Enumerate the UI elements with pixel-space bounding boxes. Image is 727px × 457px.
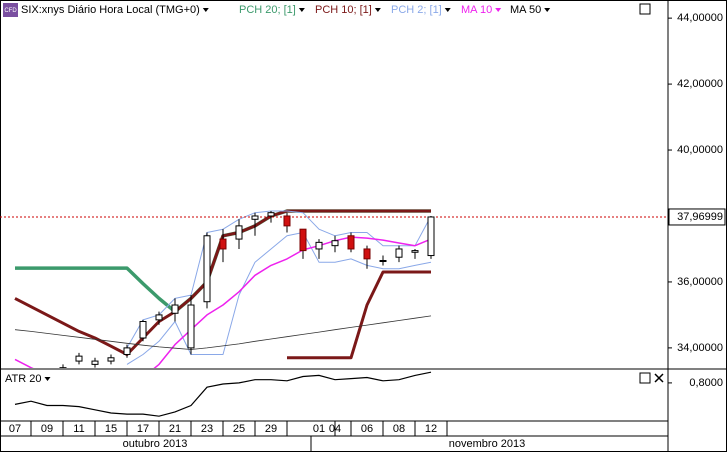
candle-body [299,228,307,252]
indicator-line [126,210,432,349]
x-tick-label: 29 [265,423,277,435]
dropdown-arrow[interactable] [298,8,305,12]
x-tick-label: 21 [169,423,181,435]
candle-body [59,367,67,368]
month-label: novembro 2013 [449,438,525,450]
dropdown-arrow[interactable] [444,8,451,12]
candle-body [107,357,115,362]
dropdown-arrow[interactable] [202,8,209,12]
candle-body [411,250,419,253]
candle-body [283,215,291,227]
close-icon[interactable] [654,373,664,383]
dropdown-arrow[interactable] [495,8,502,12]
maximize-icon[interactable] [639,3,651,15]
legend-entry[interactable]: PCH 20; [1] [239,4,296,16]
candle-body [363,248,371,260]
chart-title[interactable]: SIX:xnys Diário Hora Local (TMG+0) [21,4,200,16]
candle-body [331,240,339,247]
legend-entry[interactable]: PCH 2; [1] [391,4,442,16]
x-tick-label: 06 [361,423,373,435]
x-tick-label: 04 [329,423,341,435]
candle-body [267,212,275,217]
candle-body [203,235,211,303]
y-tick-label: 36,00000 [677,276,723,288]
dropdown-arrow[interactable] [44,377,51,381]
badge-text: CFD [4,8,17,14]
y-tick-label: 40,00000 [677,144,723,156]
price-plot [0,209,668,368]
x-tick-label: 23 [201,423,213,435]
candle-body [315,241,323,250]
candle-body [379,260,387,263]
x-tick-label: 08 [393,423,405,435]
legend-entry[interactable]: MA 50 [510,4,541,16]
last-price-box [668,208,726,226]
candle-body [235,225,243,240]
dropdown-arrow[interactable] [374,8,381,12]
x-tick-label: 07 [9,423,21,435]
badge [3,3,18,17]
x-tick-label: 17 [137,423,149,435]
candle-body [347,235,355,250]
x-tick-label: 09 [41,423,53,435]
candle-body [155,314,163,321]
candle-body [75,355,83,362]
candle-body [395,248,403,258]
indicator-line [287,270,431,360]
y-tick-label: 42,00000 [677,78,723,90]
atr-plot [14,371,432,417]
y-tick-label: 34,00000 [677,342,723,354]
atr-label[interactable]: ATR 20 [5,373,41,385]
y-tick-label: 0,8000 [689,377,723,389]
candle-body [171,304,179,314]
candle-body [427,216,435,257]
x-tick-label: 12 [425,423,437,435]
x-tick-label: 15 [105,423,117,435]
candle-body [219,238,227,250]
legend-entry[interactable]: MA 10 [461,4,492,16]
candle-body [123,347,131,355]
indicator-line [14,315,432,350]
dropdown-arrow[interactable] [544,8,551,12]
indicator-line [126,232,432,365]
x-tick-label: 11 [73,423,84,435]
x-tick-label: 01 [313,423,325,435]
indicator-line [14,236,432,368]
month-label: outubro 2013 [123,438,188,450]
last-price-label: 37,96999 [677,211,723,223]
maximize-icon[interactable] [639,372,651,384]
candle-body [251,215,259,220]
candle-body [139,321,147,339]
legend-entry[interactable]: PCH 10; [1] [315,4,372,16]
candle-body [187,304,195,349]
y-tick-label: 44,00000 [677,12,723,24]
x-tick-label: 25 [233,423,245,435]
atr-line [14,371,432,417]
overlay: CFD SIX:xnys Diário Hora Local (TMG+0) A… [3,3,726,452]
candle-body [91,360,99,365]
